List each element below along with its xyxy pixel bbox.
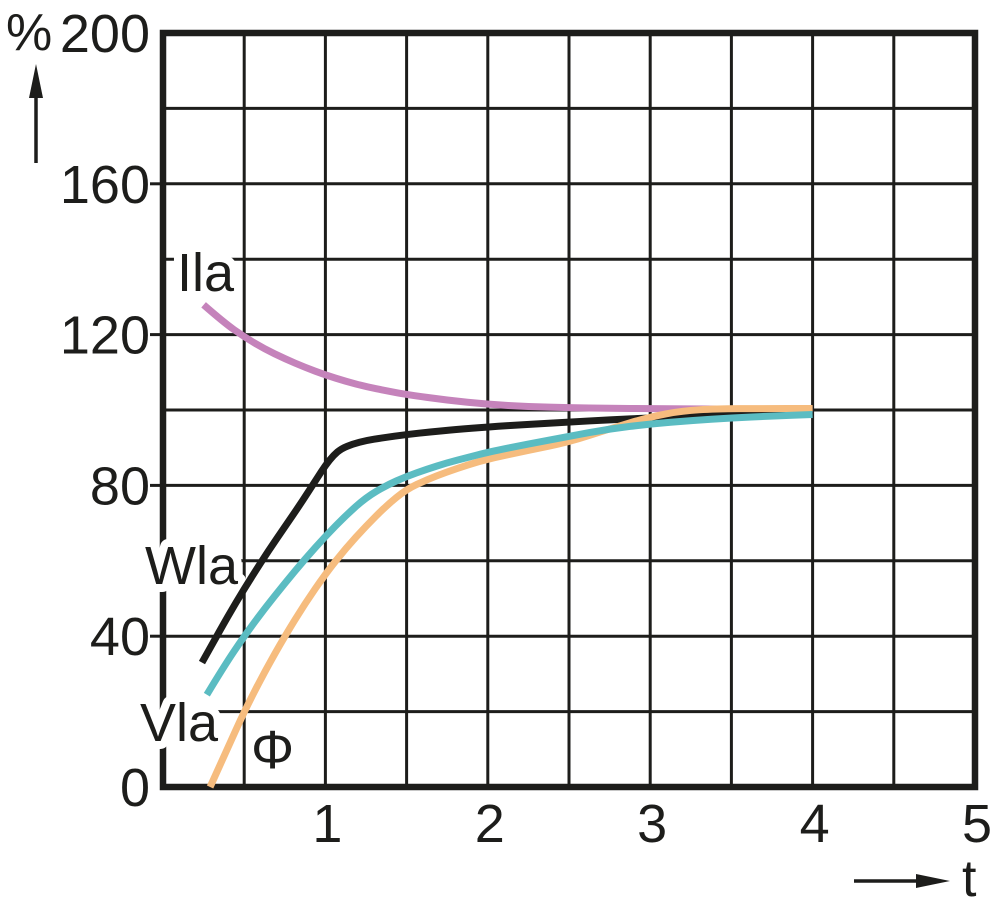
series-label-Φ: Φ — [251, 720, 294, 780]
y-tick-label: 200 — [60, 4, 150, 64]
series-labels: Ila Wla Φ Vla — [132, 235, 302, 788]
series-curve-Vla — [203, 411, 813, 697]
x-axis-arrow-icon — [854, 874, 950, 888]
series-curves — [198, 302, 813, 789]
y-tick-label: 80 — [90, 456, 150, 516]
y-tick-label: 0 — [120, 758, 150, 818]
y-tick-label: 160 — [60, 155, 150, 215]
x-tick-label: 5 — [962, 794, 992, 854]
y-axis-arrow-icon — [29, 64, 43, 163]
x-axis-unit-label: t — [962, 850, 977, 908]
x-tick-label: 3 — [637, 794, 667, 854]
grid — [159, 29, 979, 791]
axis-ticks-and-labels: 0 40 80 120 160 200 1 2 3 4 5 — [60, 4, 992, 854]
y-axis-unit-label: % — [6, 4, 52, 62]
x-tick-label: 2 — [475, 794, 505, 854]
x-tick-label: 4 — [800, 794, 830, 854]
y-tick-label: 40 — [90, 607, 150, 667]
series-label-Wla: Wla — [145, 536, 239, 596]
series-label-Vla: Vla — [140, 693, 219, 753]
y-tick-label: 120 — [60, 306, 150, 366]
series-label-Ila: Ila — [177, 243, 235, 303]
x-tick-label: 1 — [312, 794, 342, 854]
series-curve-Ila — [201, 302, 813, 413]
series-curve-Φ — [206, 404, 813, 789]
series-curve-Wla — [198, 409, 813, 665]
plot-border — [159, 29, 979, 791]
